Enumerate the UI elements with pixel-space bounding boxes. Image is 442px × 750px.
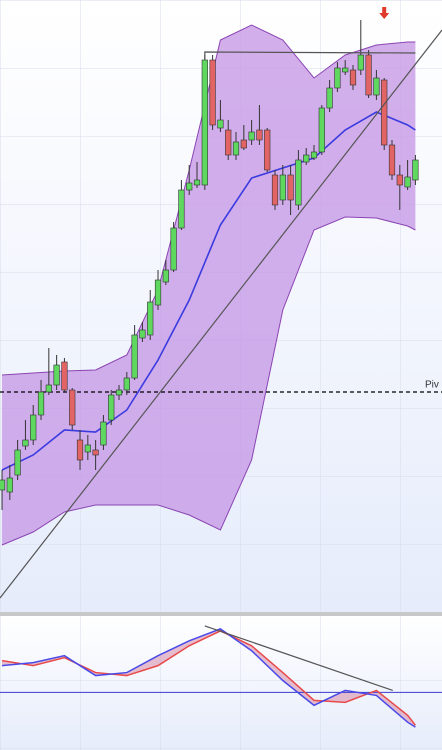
- trendline: [204, 625, 393, 692]
- candle-body: [139, 329, 146, 339]
- candle-body: [412, 159, 419, 181]
- candle-body: [248, 131, 255, 141]
- candle-body: [342, 67, 349, 73]
- candle-body: [22, 439, 29, 447]
- candle-body: [84, 444, 91, 453]
- band-lower: [1, 216, 416, 546]
- candle-body: [154, 279, 162, 306]
- trendline: [204, 51, 416, 60]
- candle-body: [209, 59, 216, 126]
- panel-divider: [0, 612, 442, 616]
- candle-body: [310, 151, 318, 159]
- pivot-label: Piv: [425, 380, 439, 391]
- candle-body: [349, 69, 357, 86]
- candle-body: [295, 159, 302, 206]
- candle-body: [186, 182, 193, 191]
- signal-arrow: [379, 7, 390, 19]
- candle-body: [108, 394, 115, 421]
- candle-body: [201, 59, 208, 186]
- candle-body: [373, 77, 380, 96]
- candle-body: [115, 389, 123, 396]
- candle-body: [334, 67, 341, 89]
- candle-body: [14, 449, 21, 476]
- candle-body: [178, 189, 185, 229]
- candle-body: [30, 414, 37, 441]
- candle-body: [69, 389, 76, 426]
- candle-body: [0, 479, 6, 491]
- candle-body: [217, 119, 224, 129]
- candle-body: [53, 364, 60, 386]
- candle-body: [279, 174, 286, 201]
- candle-body: [61, 361, 68, 391]
- trendline: [0, 29, 442, 599]
- band-middle: [1, 111, 416, 471]
- candle-body: [404, 176, 411, 188]
- candle-body: [162, 269, 169, 283]
- candle-body: [326, 87, 333, 109]
- candle-body: [123, 377, 130, 391]
- candle-body: [232, 141, 240, 156]
- candle-body: [388, 144, 396, 176]
- candle-body: [100, 421, 107, 446]
- candle-body: [45, 384, 52, 393]
- candle-body: [170, 227, 177, 271]
- candle-body: [6, 477, 13, 493]
- candle-body: [303, 154, 310, 163]
- candle-body: [147, 301, 154, 336]
- candle-body: [264, 129, 271, 171]
- candle-body: [76, 439, 84, 461]
- candle-body: [225, 129, 232, 156]
- candle-body: [37, 391, 45, 416]
- candle-body: [193, 179, 201, 186]
- candle-body: [318, 107, 325, 153]
- candle-body: [256, 129, 263, 141]
- candle-body: [131, 334, 138, 379]
- candle-body: [287, 174, 294, 201]
- candle-body: [271, 174, 279, 206]
- lower-layer: [0, 625, 442, 728]
- candle-body: [240, 139, 247, 149]
- oscillator-line: [1, 628, 416, 728]
- candle-body: [357, 54, 364, 71]
- candle-body: [396, 174, 403, 186]
- candle-body: [92, 449, 99, 456]
- candle-body: [381, 79, 388, 146]
- candle-body: [365, 54, 372, 96]
- band-upper: [1, 24, 416, 376]
- oscillator-fill: [2, 628, 416, 728]
- lower-grid: [0, 616, 442, 750]
- main-layer: Piv: [0, 7, 442, 599]
